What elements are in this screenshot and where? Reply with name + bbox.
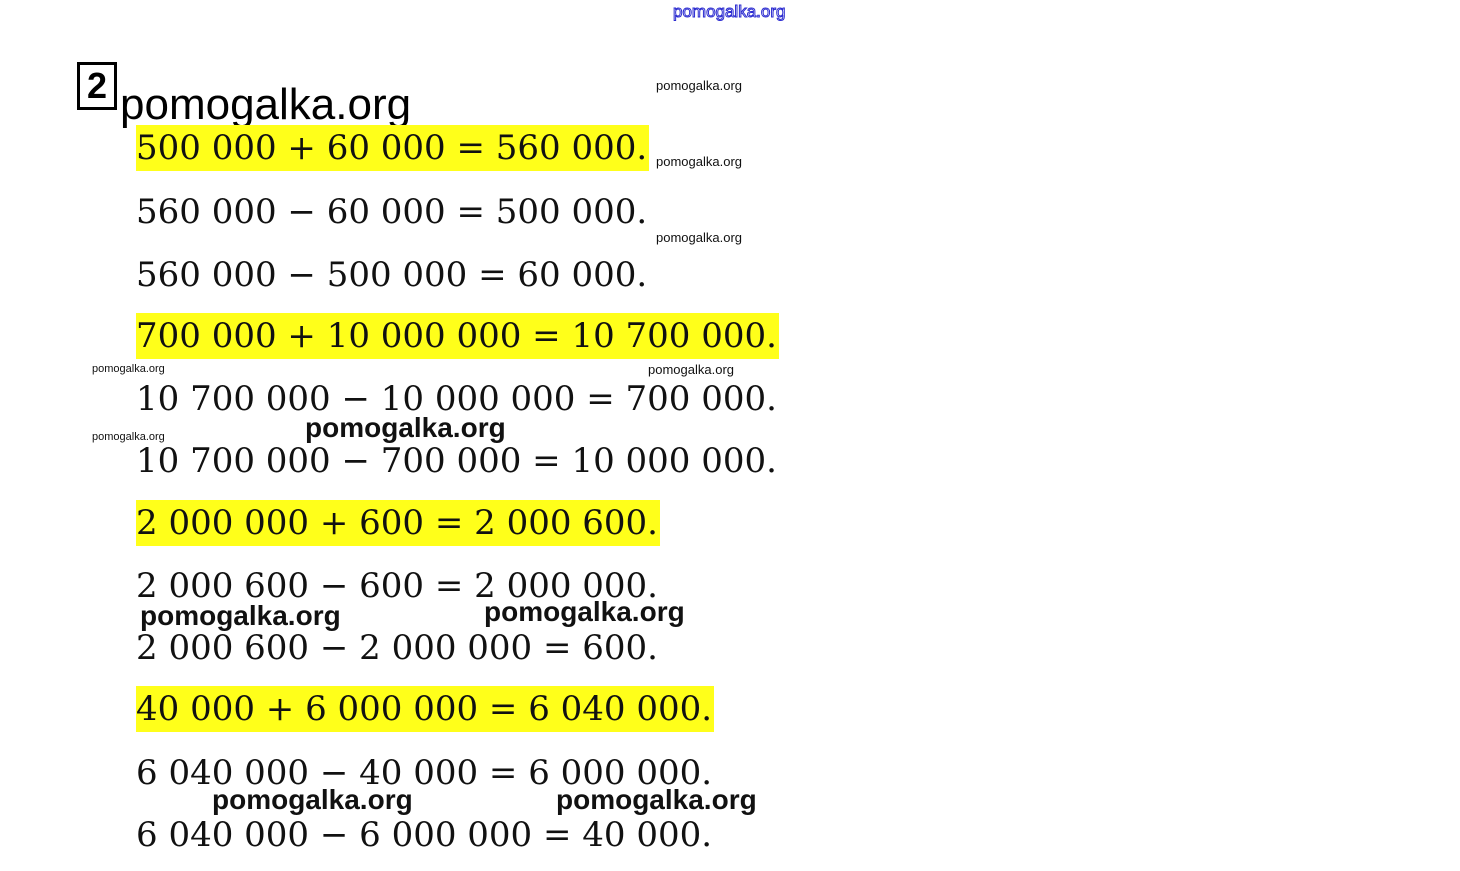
equation-line: 6 040 000 − 40 000 = 6 000 000. [136,753,713,793]
watermark-large: pomogalka.org [305,412,506,443]
watermark-small: pomogalka.org [656,154,742,169]
watermark-small: pomogalka.org [656,78,742,93]
task-number-box: 2 [77,62,117,110]
watermark-small: pomogalka.org [656,230,742,245]
equation-line: 2 000 600 − 2 000 000 = 600. [136,628,658,668]
watermark-large: pomogalka.org [140,600,341,631]
equation-line: 700 000 + 10 000 000 = 10 700 000. [136,313,779,359]
watermark-title: pomogalka.org [120,80,412,129]
equation-line: 10 700 000 − 10 000 000 = 700 000. [136,379,777,419]
equation-line: 40 000 + 6 000 000 = 6 040 000. [136,686,715,732]
equation-line: 2 000 600 − 600 = 2 000 000. [136,566,658,606]
watermark-large: pomogalka.org [484,596,685,627]
watermark-small: pomogalka.org [92,363,165,375]
watermark-small: pomogalka.org [92,431,165,443]
watermark-large: pomogalka.org [556,784,757,815]
equation-line: 6 040 000 − 6 000 000 = 40 000. [136,815,713,855]
equation-line: 500 000 + 60 000 = 560 000. [136,125,650,171]
equation-line: 560 000 − 500 000 = 60 000. [136,255,648,295]
equation-line: 10 700 000 − 700 000 = 10 000 000. [136,441,777,481]
watermark-small: pomogalka.org [648,362,734,377]
equation-line: 560 000 − 60 000 = 500 000. [136,192,648,232]
watermark-top: pomogalka.org [672,2,786,22]
watermark-large: pomogalka.org [212,784,413,815]
equation-line: 2 000 000 + 600 = 2 000 600. [136,500,660,546]
